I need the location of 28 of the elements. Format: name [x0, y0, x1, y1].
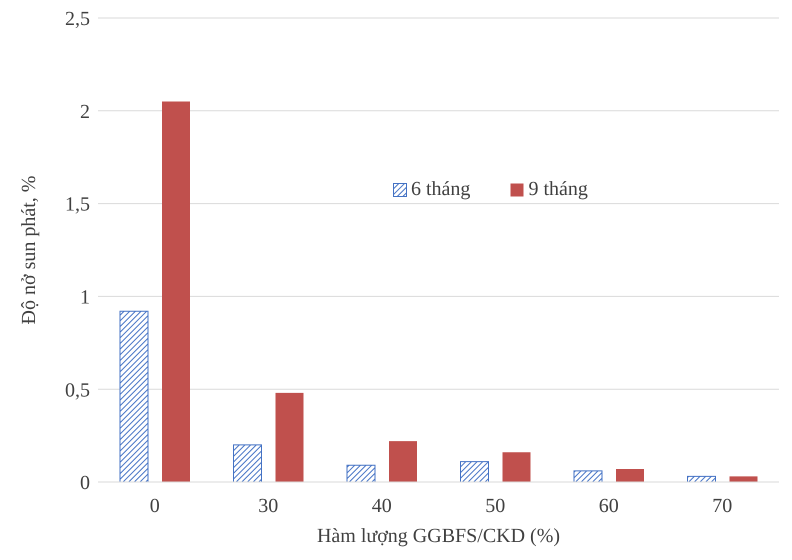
bar — [389, 441, 417, 482]
bar — [574, 470, 602, 482]
x-tick-label: 30 — [258, 495, 278, 518]
y-tick-label: 1 — [80, 286, 90, 308]
bar — [346, 464, 376, 482]
y-tick-label: 0 — [80, 472, 90, 494]
y-axis-title: Độ nở sun phát, % — [18, 176, 40, 324]
legend-label: 6 tháng — [411, 178, 470, 201]
x-tick-label: 50 — [485, 495, 506, 518]
bar — [730, 476, 758, 482]
y-tick-label: 2 — [80, 100, 90, 123]
y-tick-label: 1,5 — [65, 194, 90, 216]
bar — [162, 102, 190, 482]
bar — [502, 452, 530, 482]
legend-label: 9 tháng — [528, 178, 588, 201]
x-tick-label: 0 — [150, 495, 160, 518]
x-tick-label: 40 — [372, 495, 392, 518]
bar — [460, 461, 489, 482]
y-tick-label: 0,5 — [65, 379, 90, 402]
x-tick-label: 70 — [712, 495, 732, 518]
x-tick-label: 60 — [598, 495, 619, 518]
bar — [687, 476, 716, 482]
bar — [616, 469, 644, 482]
x-axis-title: Hàm lượng GGBFS/CKD (%) — [316, 525, 560, 547]
y-tick-label: 2,5 — [65, 8, 90, 30]
bar — [233, 444, 262, 482]
bar — [120, 310, 148, 482]
bar — [276, 392, 304, 482]
